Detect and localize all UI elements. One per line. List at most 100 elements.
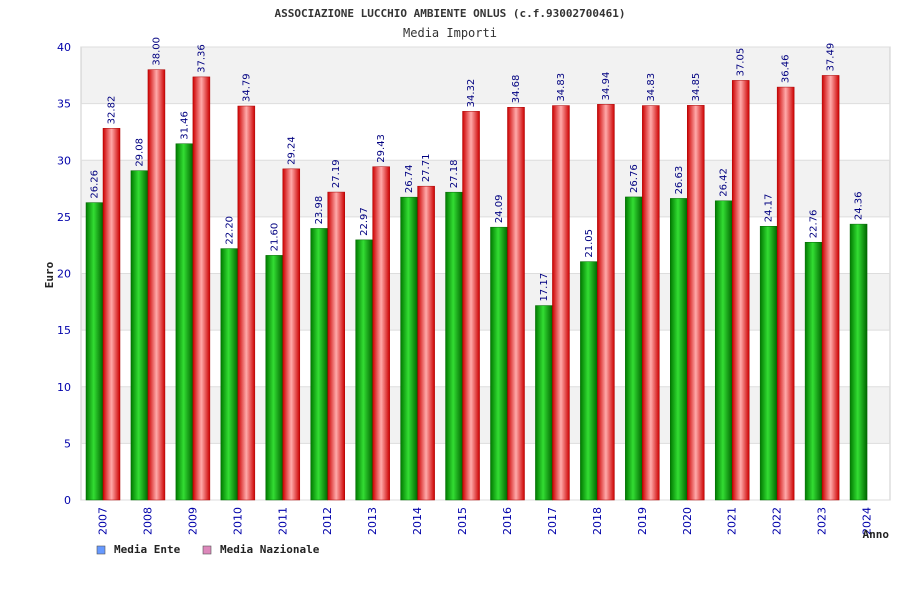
data-label: 26.26 (90, 170, 101, 199)
data-label: 27.71 (421, 154, 432, 183)
x-tick-label: 2022 (771, 507, 784, 535)
legend-swatch-media-ente (96, 545, 106, 555)
bar-media-nazionale (687, 105, 705, 501)
data-label: 29.24 (286, 136, 297, 165)
bar-media-nazionale (237, 105, 256, 501)
y-axis-ticks: 0 5 10 15 20 25 30 35 40 (57, 41, 71, 507)
y-tick-label: 15 (57, 324, 71, 337)
bar-media-nazionale (282, 168, 301, 501)
bar-media-ente (804, 241, 823, 501)
legend: Media Ente Media Nazionale (96, 543, 320, 556)
bar-media-nazionale (462, 111, 480, 501)
data-label: 32.82 (107, 96, 118, 125)
data-label: 29.43 (376, 134, 387, 163)
data-label: 34.83 (646, 73, 657, 102)
bar-media-ente (130, 170, 149, 501)
bar-media-ente (445, 191, 463, 501)
y-tick-label: 40 (57, 41, 71, 54)
data-label: 27.19 (331, 159, 342, 188)
plot-band (81, 103, 890, 161)
plot-band (81, 330, 890, 387)
data-label: 31.46 (179, 111, 190, 140)
data-label: 22.20 (224, 216, 235, 245)
bar-media-nazionale (642, 105, 660, 501)
y-tick-label: 25 (57, 211, 71, 224)
y-axis-label: Euro (43, 261, 56, 288)
data-label: 21.60 (269, 223, 280, 252)
bar-media-nazionale (372, 166, 390, 501)
plot-band (81, 443, 890, 500)
x-tick-label: 2013 (366, 507, 379, 535)
bar-media-nazionale (597, 104, 615, 501)
data-label: 34.94 (601, 72, 612, 101)
x-tick-label: 2016 (501, 507, 514, 535)
data-label: 24.36 (854, 191, 865, 220)
x-tick-label: 2007 (96, 507, 109, 535)
data-label: 23.98 (314, 196, 325, 225)
bar-media-nazionale (327, 191, 345, 501)
data-label: 26.63 (674, 166, 685, 195)
y-tick-label: 5 (64, 437, 71, 450)
chart-subtitle: Media Importi (403, 26, 497, 40)
bar-media-nazionale (731, 80, 750, 501)
plot-band (81, 273, 890, 331)
bar-media-ente (220, 248, 239, 501)
bar-media-ente (849, 223, 868, 501)
bar-media-nazionale (821, 75, 840, 501)
data-label: 34.32 (466, 79, 477, 108)
chart-title: ASSOCIAZIONE LUCCHIO AMBIENTE ONLUS (c.f… (275, 7, 626, 20)
data-label: 37.05 (736, 48, 747, 77)
x-tick-label: 2008 (141, 507, 154, 535)
data-label: 22.97 (359, 207, 370, 236)
plot-band (81, 160, 890, 217)
bar-media-nazionale (552, 105, 570, 501)
data-label: 34.68 (511, 75, 522, 104)
x-tick-label: 2018 (591, 507, 604, 535)
bars (85, 69, 868, 501)
bar-media-ente (670, 198, 688, 501)
x-tick-label: 2009 (186, 507, 199, 535)
data-label: 17.17 (539, 273, 550, 302)
bar-media-ente (759, 226, 778, 501)
bar-media-nazionale (102, 128, 121, 501)
bar-media-nazionale (507, 106, 525, 501)
data-label: 34.79 (241, 73, 252, 102)
y-tick-label: 20 (57, 268, 71, 281)
y-tick-label: 0 (64, 494, 71, 507)
y-tick-label: 35 (57, 98, 71, 111)
plot-band (81, 47, 890, 104)
x-tick-label: 2011 (276, 507, 289, 535)
x-tick-label: 2019 (636, 507, 649, 535)
plot-band (81, 216, 890, 274)
data-label: 38.00 (151, 37, 162, 66)
data-label: 26.42 (719, 168, 730, 197)
bar-media-ente (175, 143, 194, 501)
data-label: 24.17 (764, 194, 775, 223)
bar-media-ente (625, 196, 643, 501)
x-tick-label: 2012 (321, 507, 334, 535)
y-tick-label: 30 (57, 154, 71, 167)
legend-label-media-nazionale: Media Nazionale (220, 543, 320, 556)
x-tick-label: 2017 (546, 507, 559, 535)
data-label: 22.76 (809, 210, 820, 239)
bar-media-nazionale (417, 185, 435, 501)
bar-media-nazionale (192, 76, 211, 501)
bar-media-ente (310, 228, 328, 501)
x-tick-label: 2015 (456, 507, 469, 535)
data-label: 29.08 (134, 138, 145, 167)
data-label: 21.05 (584, 229, 595, 258)
x-tick-label: 2014 (411, 507, 424, 535)
data-label: 24.09 (494, 195, 505, 224)
x-axis-label: Anno (863, 528, 890, 541)
bar-media-nazionale (776, 86, 795, 501)
bar-media-ente (535, 305, 553, 501)
grid-lines (81, 46, 890, 501)
data-label: 27.18 (449, 160, 460, 189)
bar-media-ente (265, 255, 284, 501)
data-labels: 26.26 32.82 29.08 38.00 31.46 37.36 22.20 34.79… (90, 37, 865, 302)
bar-media-ente (580, 261, 598, 501)
data-label: 26.76 (629, 164, 640, 193)
bar-media-ente (85, 202, 104, 501)
x-axis-ticks: 2007 2008 2009 2010 2011 2012 2013 2014 2015 2016… (96, 507, 873, 535)
